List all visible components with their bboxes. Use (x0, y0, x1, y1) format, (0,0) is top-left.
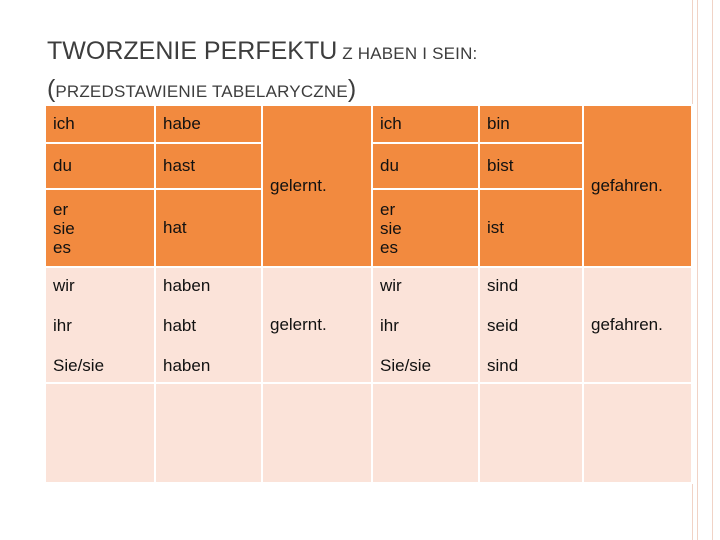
page-title: TWORZENIE PERFEKTU Z HABEN I SEIN: (PRZE… (47, 32, 667, 108)
pronoun-line: es (380, 237, 398, 257)
pronoun-line: sie (53, 218, 75, 238)
pronoun-line: wir (53, 276, 75, 295)
pronoun-cell: du (44, 142, 156, 190)
decorative-border-line (692, 0, 693, 540)
empty-cell (371, 382, 480, 484)
sein-pronoun-cell: ich (371, 104, 480, 144)
participle-sein-cell: gefahren. (582, 104, 693, 268)
decorative-border-line (712, 0, 713, 540)
empty-cell (478, 382, 584, 484)
table-row: du hast du bist (44, 142, 692, 190)
sein-form-line: sind (487, 356, 519, 375)
pronoun-line: es (53, 237, 71, 257)
table-row: ich habe gelernt. ich bin gefahren. (44, 104, 693, 268)
haben-form-line: haben (163, 356, 211, 375)
table-row: wir ihr Sie/sie haben habt haben gelernt… (44, 266, 693, 384)
decorative-border-line (697, 0, 698, 540)
title-line-2: (PRZEDSTAWIENIE TABELARYCZNE) (47, 75, 357, 103)
haben-form-cell: haben habt haben (154, 266, 263, 384)
sein-form-cell: bist (478, 142, 584, 190)
participle-sein-cell: gefahren. (582, 266, 693, 384)
pronoun-line: wir (380, 276, 402, 295)
sein-pronoun-cell: er sie es (371, 188, 480, 268)
sein-form-cell: bin (478, 104, 584, 144)
participle-haben-cell: gelernt. (261, 104, 373, 268)
pronoun-cell: ich (44, 104, 156, 144)
perfekt-table: ich habe gelernt. ich bin gefahren. du h… (44, 104, 693, 484)
pronoun-line: er (380, 199, 396, 219)
haben-form-line: haben (163, 276, 211, 295)
haben-form-cell: habe (154, 104, 263, 144)
sein-pronoun-cell: du (371, 142, 480, 190)
empty-cell (582, 382, 693, 484)
sein-form-cell: sind seid sind (478, 266, 584, 384)
pronoun-line: ihr (380, 316, 399, 335)
table-row: er sie es hat er sie es ist (44, 188, 692, 268)
pronoun-cell: er sie es (44, 188, 156, 268)
haben-form-cell: hast (154, 142, 263, 190)
sein-form-line: seid (487, 316, 519, 335)
pronoun-cell: wir ihr Sie/sie (44, 266, 156, 384)
table-row-empty (44, 382, 693, 484)
empty-cell (261, 382, 373, 484)
haben-form-cell: hat (154, 188, 263, 268)
sein-pronoun-cell: wir ihr Sie/sie (371, 266, 480, 384)
sein-form-cell: ist (478, 188, 584, 268)
pronoun-line: Sie/sie (380, 356, 432, 375)
pronoun-line: er (53, 199, 69, 219)
empty-cell (154, 382, 263, 484)
sein-form-line: sind (487, 276, 519, 295)
empty-cell (44, 382, 156, 484)
participle-haben-cell: gelernt. (261, 266, 373, 384)
title-line-1: TWORZENIE PERFEKTU Z HABEN I SEIN: (47, 37, 478, 65)
pronoun-line: Sie/sie (53, 356, 105, 375)
pronoun-line: sie (380, 218, 402, 238)
haben-form-line: habt (163, 316, 197, 335)
pronoun-line: ihr (53, 316, 72, 335)
